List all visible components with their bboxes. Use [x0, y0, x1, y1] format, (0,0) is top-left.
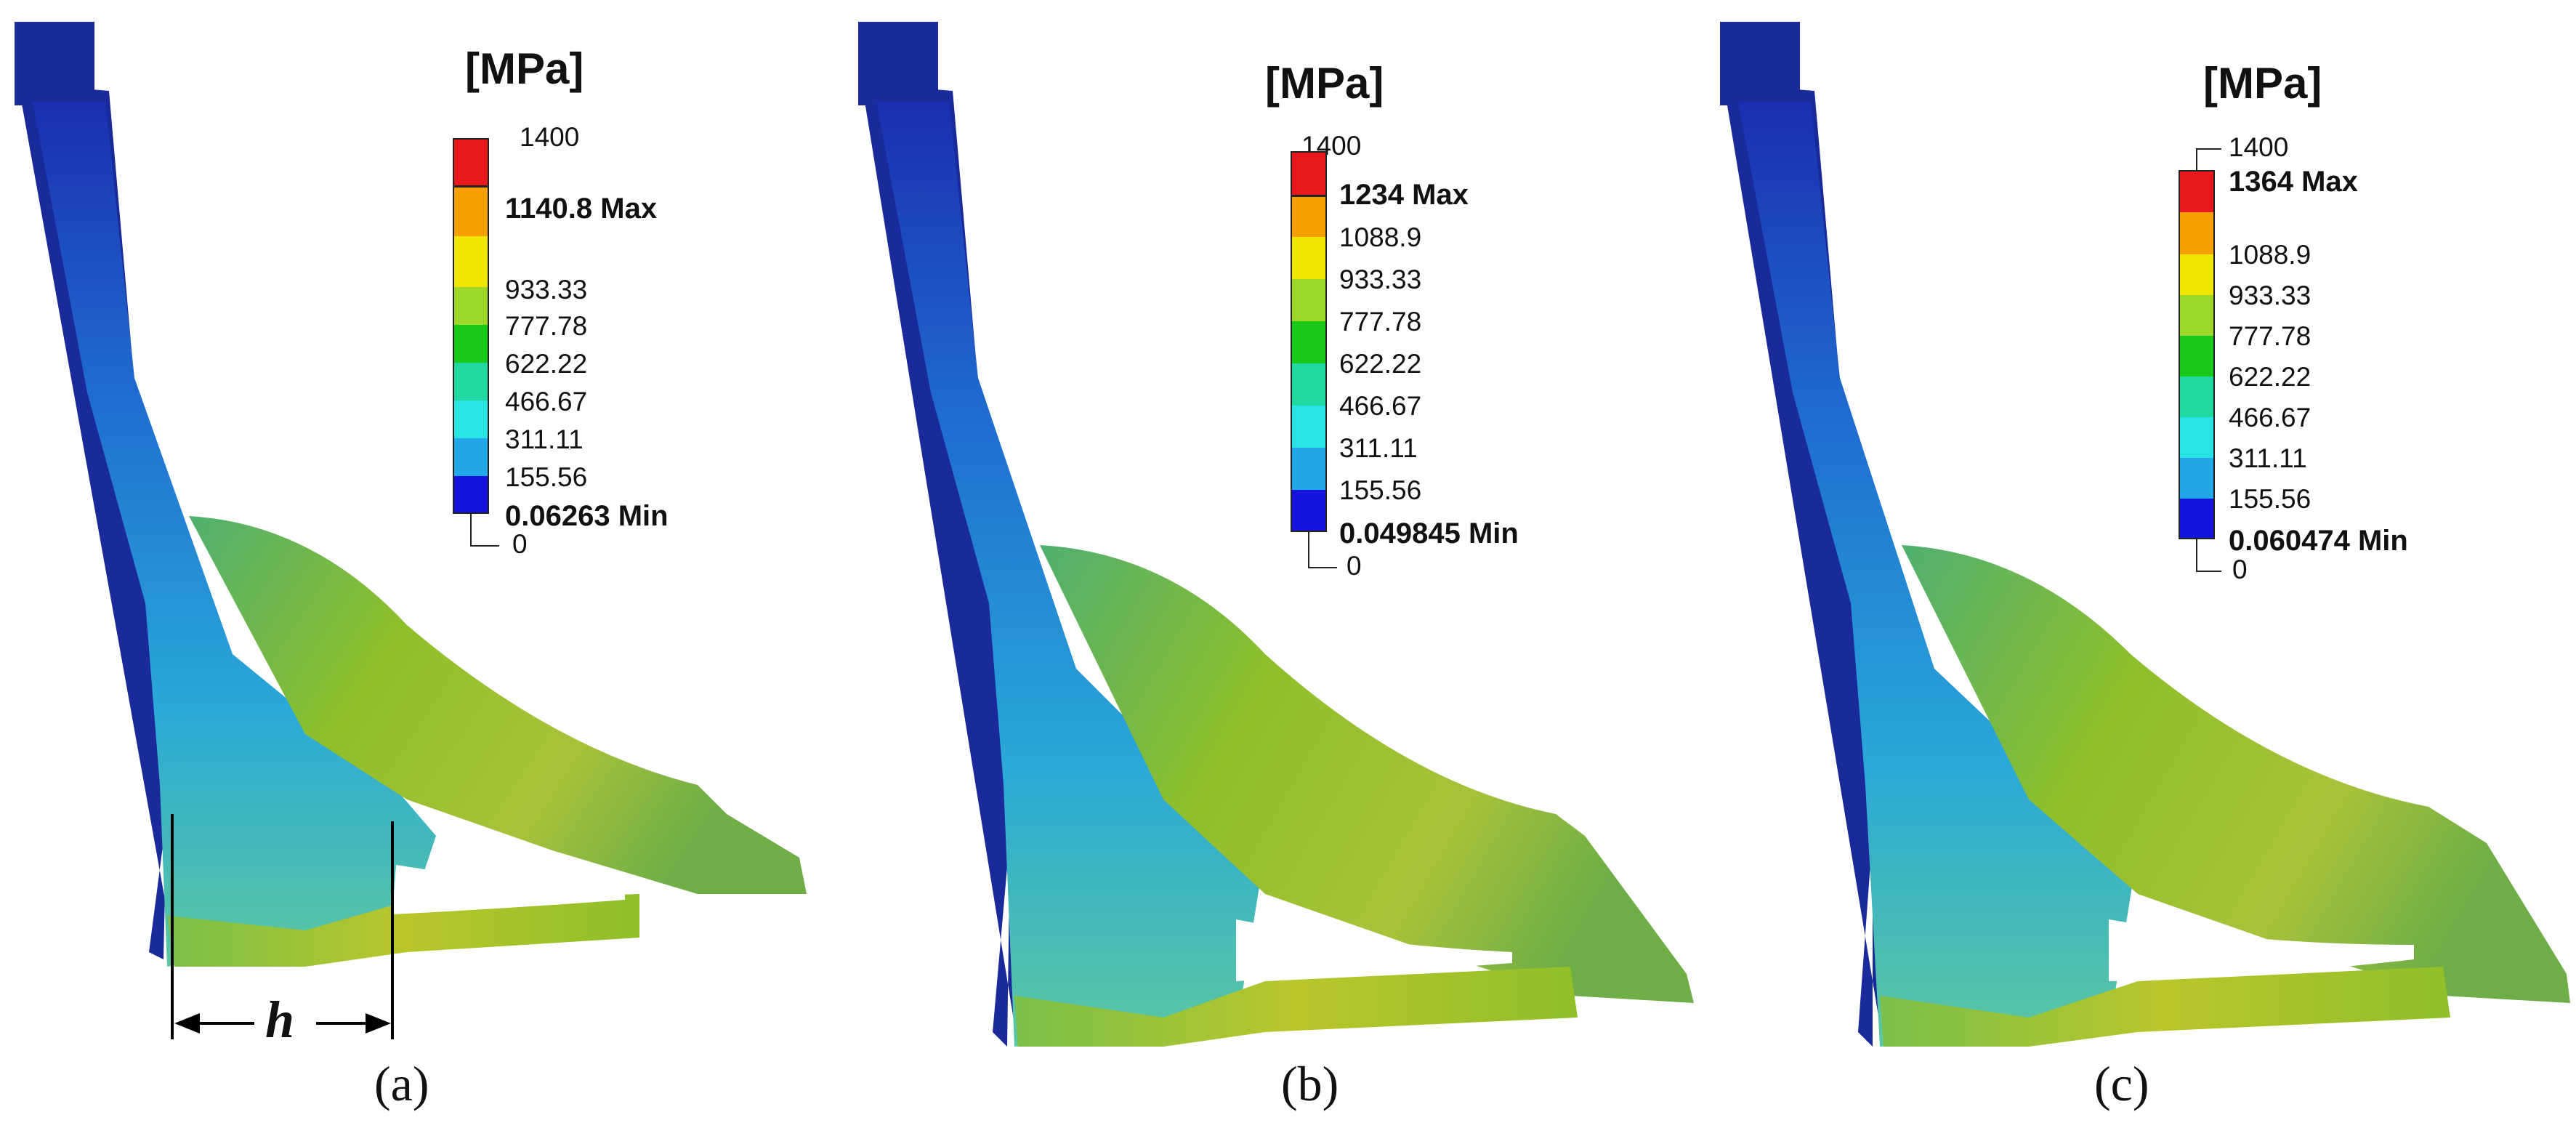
legend-swatch-green	[2179, 336, 2215, 376]
legend-tick: 155.56	[2229, 484, 2311, 514]
legend-top-value: 1400	[520, 122, 580, 152]
legend-swatch-yellow	[453, 236, 489, 287]
legend-swatch-cyan	[453, 400, 489, 438]
column-edge	[862, 84, 1018, 1047]
legend-bottom-leader	[2196, 539, 2197, 572]
color-legend-c: 1400 1364 Max 1088.9 933.33 777.78 622.2…	[2167, 131, 2472, 683]
unit-label: [MPa]	[465, 44, 584, 93]
legend-swatch-cyan	[2179, 417, 2215, 458]
legend-bottom-value: 0	[2232, 555, 2248, 584]
legend-tick: 933.33	[2229, 281, 2311, 310]
legend-top-value: 1400	[2229, 132, 2289, 162]
legend-top-leader	[2196, 148, 2197, 170]
web-opening	[1236, 919, 1512, 981]
wing-surface	[1040, 545, 1694, 1003]
legend-tick: 466.67	[1339, 391, 1422, 421]
legend-tick: 1088.9	[2229, 240, 2311, 270]
dim-arrowhead-left	[174, 1013, 200, 1034]
legend-swatch-yellow	[1291, 237, 1327, 279]
base-plate	[1014, 967, 1578, 1047]
wing-surface	[189, 516, 807, 894]
legend-max-value: 1364 Max	[2229, 166, 2358, 198]
color-legend-a: 1400 1140.8 Max 933.33 777.78 622.22 466…	[443, 116, 748, 669]
panel-caption: (b)	[1281, 1056, 1339, 1111]
legend-swatch-red	[453, 138, 489, 185]
legend-min-value: 0.049845 Min	[1339, 517, 1519, 549]
legend-tick: 1088.9	[1339, 222, 1422, 252]
legend-tick: 155.56	[1339, 475, 1422, 505]
unit-label: [MPa]	[2203, 59, 2322, 108]
wing-surface	[1902, 545, 2570, 1003]
stress-contour-model-b	[858, 22, 1694, 1047]
base-plate	[1880, 967, 2450, 1047]
legend-swatch-blue	[1291, 490, 1327, 532]
legend-max-value: 1140.8 Max	[505, 193, 658, 225]
legend-swatch-teal	[1291, 363, 1327, 406]
legend-swatch-teal	[2179, 376, 2215, 417]
legend-swatch-teal	[453, 363, 489, 400]
stress-contour-model-c	[1720, 22, 2570, 1047]
legend-tick: 466.67	[2229, 403, 2311, 432]
base-plate	[167, 894, 639, 967]
legend-swatch-red	[2179, 170, 2215, 212]
legend-tick: 311.11	[2229, 443, 2307, 473]
legend-swatch-lightgreen	[2179, 295, 2215, 336]
panel-c: [MPa] 1400 1364 Max 1088.9 933.33 777.78…	[1716, 0, 2575, 1144]
legend-swatch-red	[1291, 151, 1327, 195]
panel-caption: (a)	[374, 1056, 429, 1111]
legend-bottom-tick	[470, 545, 499, 547]
legend-tick: 622.22	[1339, 349, 1422, 379]
legend-top-tick	[2196, 148, 2221, 150]
legend-swatch-orange	[1291, 195, 1327, 237]
legend-tick: 155.56	[505, 462, 588, 492]
legend-swatch-orange	[453, 185, 489, 236]
panel-caption: (c)	[2094, 1056, 2149, 1111]
unit-label: [MPa]	[1265, 59, 1384, 108]
legend-swatch-green	[453, 325, 489, 363]
panel-b: [MPa] 1400 1234 Max 1088.9 933.33 777.78…	[858, 0, 1716, 1144]
stress-contour-model-a	[15, 22, 807, 1039]
legend-min-value: 0.060474 Min	[2229, 525, 2408, 557]
legend-bottom-value: 0	[512, 529, 528, 559]
legend-bottom-tick	[2196, 571, 2221, 572]
color-legend-b: 1400 1234 Max 1088.9 933.33 777.78 622.2…	[1222, 129, 1527, 682]
legend-bottom-leader	[470, 514, 472, 547]
legend-swatch-blue	[453, 476, 489, 514]
legend-swatch-yellow	[2179, 254, 2215, 295]
legend-tick: 311.11	[1339, 433, 1418, 463]
legend-tick: 933.33	[1339, 265, 1422, 294]
legend-swatch-lightgreen	[453, 287, 489, 325]
legend-swatch-lightblue	[2179, 458, 2215, 499]
column-edge	[1724, 84, 1883, 1047]
legend-bottom-value: 0	[1346, 551, 1362, 581]
legend-bottom-leader	[1308, 532, 1309, 568]
web-opening	[2109, 919, 2414, 981]
legend-swatch-green	[1291, 321, 1327, 363]
legend-swatch-orange	[2179, 212, 2215, 254]
legend-tick: 622.22	[505, 349, 588, 379]
legend-swatch-lightgreen	[1291, 279, 1327, 321]
legend-max-value: 1234 Max	[1339, 179, 1469, 211]
legend-swatch-cyan	[1291, 406, 1327, 448]
dimension-label-h: h	[265, 991, 295, 1049]
legend-swatch-lightblue	[453, 438, 489, 476]
legend-tick: 777.78	[505, 311, 588, 341]
legend-tick: 466.67	[505, 387, 588, 416]
legend-swatch-blue	[2179, 499, 2215, 539]
legend-bottom-tick	[1308, 567, 1337, 568]
legend-swatch-lightblue	[1291, 448, 1327, 490]
legend-tick: 311.11	[505, 424, 584, 454]
dim-arrowhead-right	[366, 1013, 391, 1034]
legend-tick: 933.33	[505, 275, 588, 305]
panel-a: h [MPa] 1400 1140.8 Max 933.33 777.78 62…	[0, 0, 858, 1144]
column-web	[876, 102, 1265, 1047]
legend-min-value: 0.06263 Min	[505, 500, 669, 532]
legend-tick: 622.22	[2229, 362, 2311, 392]
web-opening	[392, 865, 625, 914]
legend-tick: 777.78	[1339, 307, 1422, 337]
column-web	[1738, 102, 2138, 1047]
legend-tick: 777.78	[2229, 321, 2311, 351]
